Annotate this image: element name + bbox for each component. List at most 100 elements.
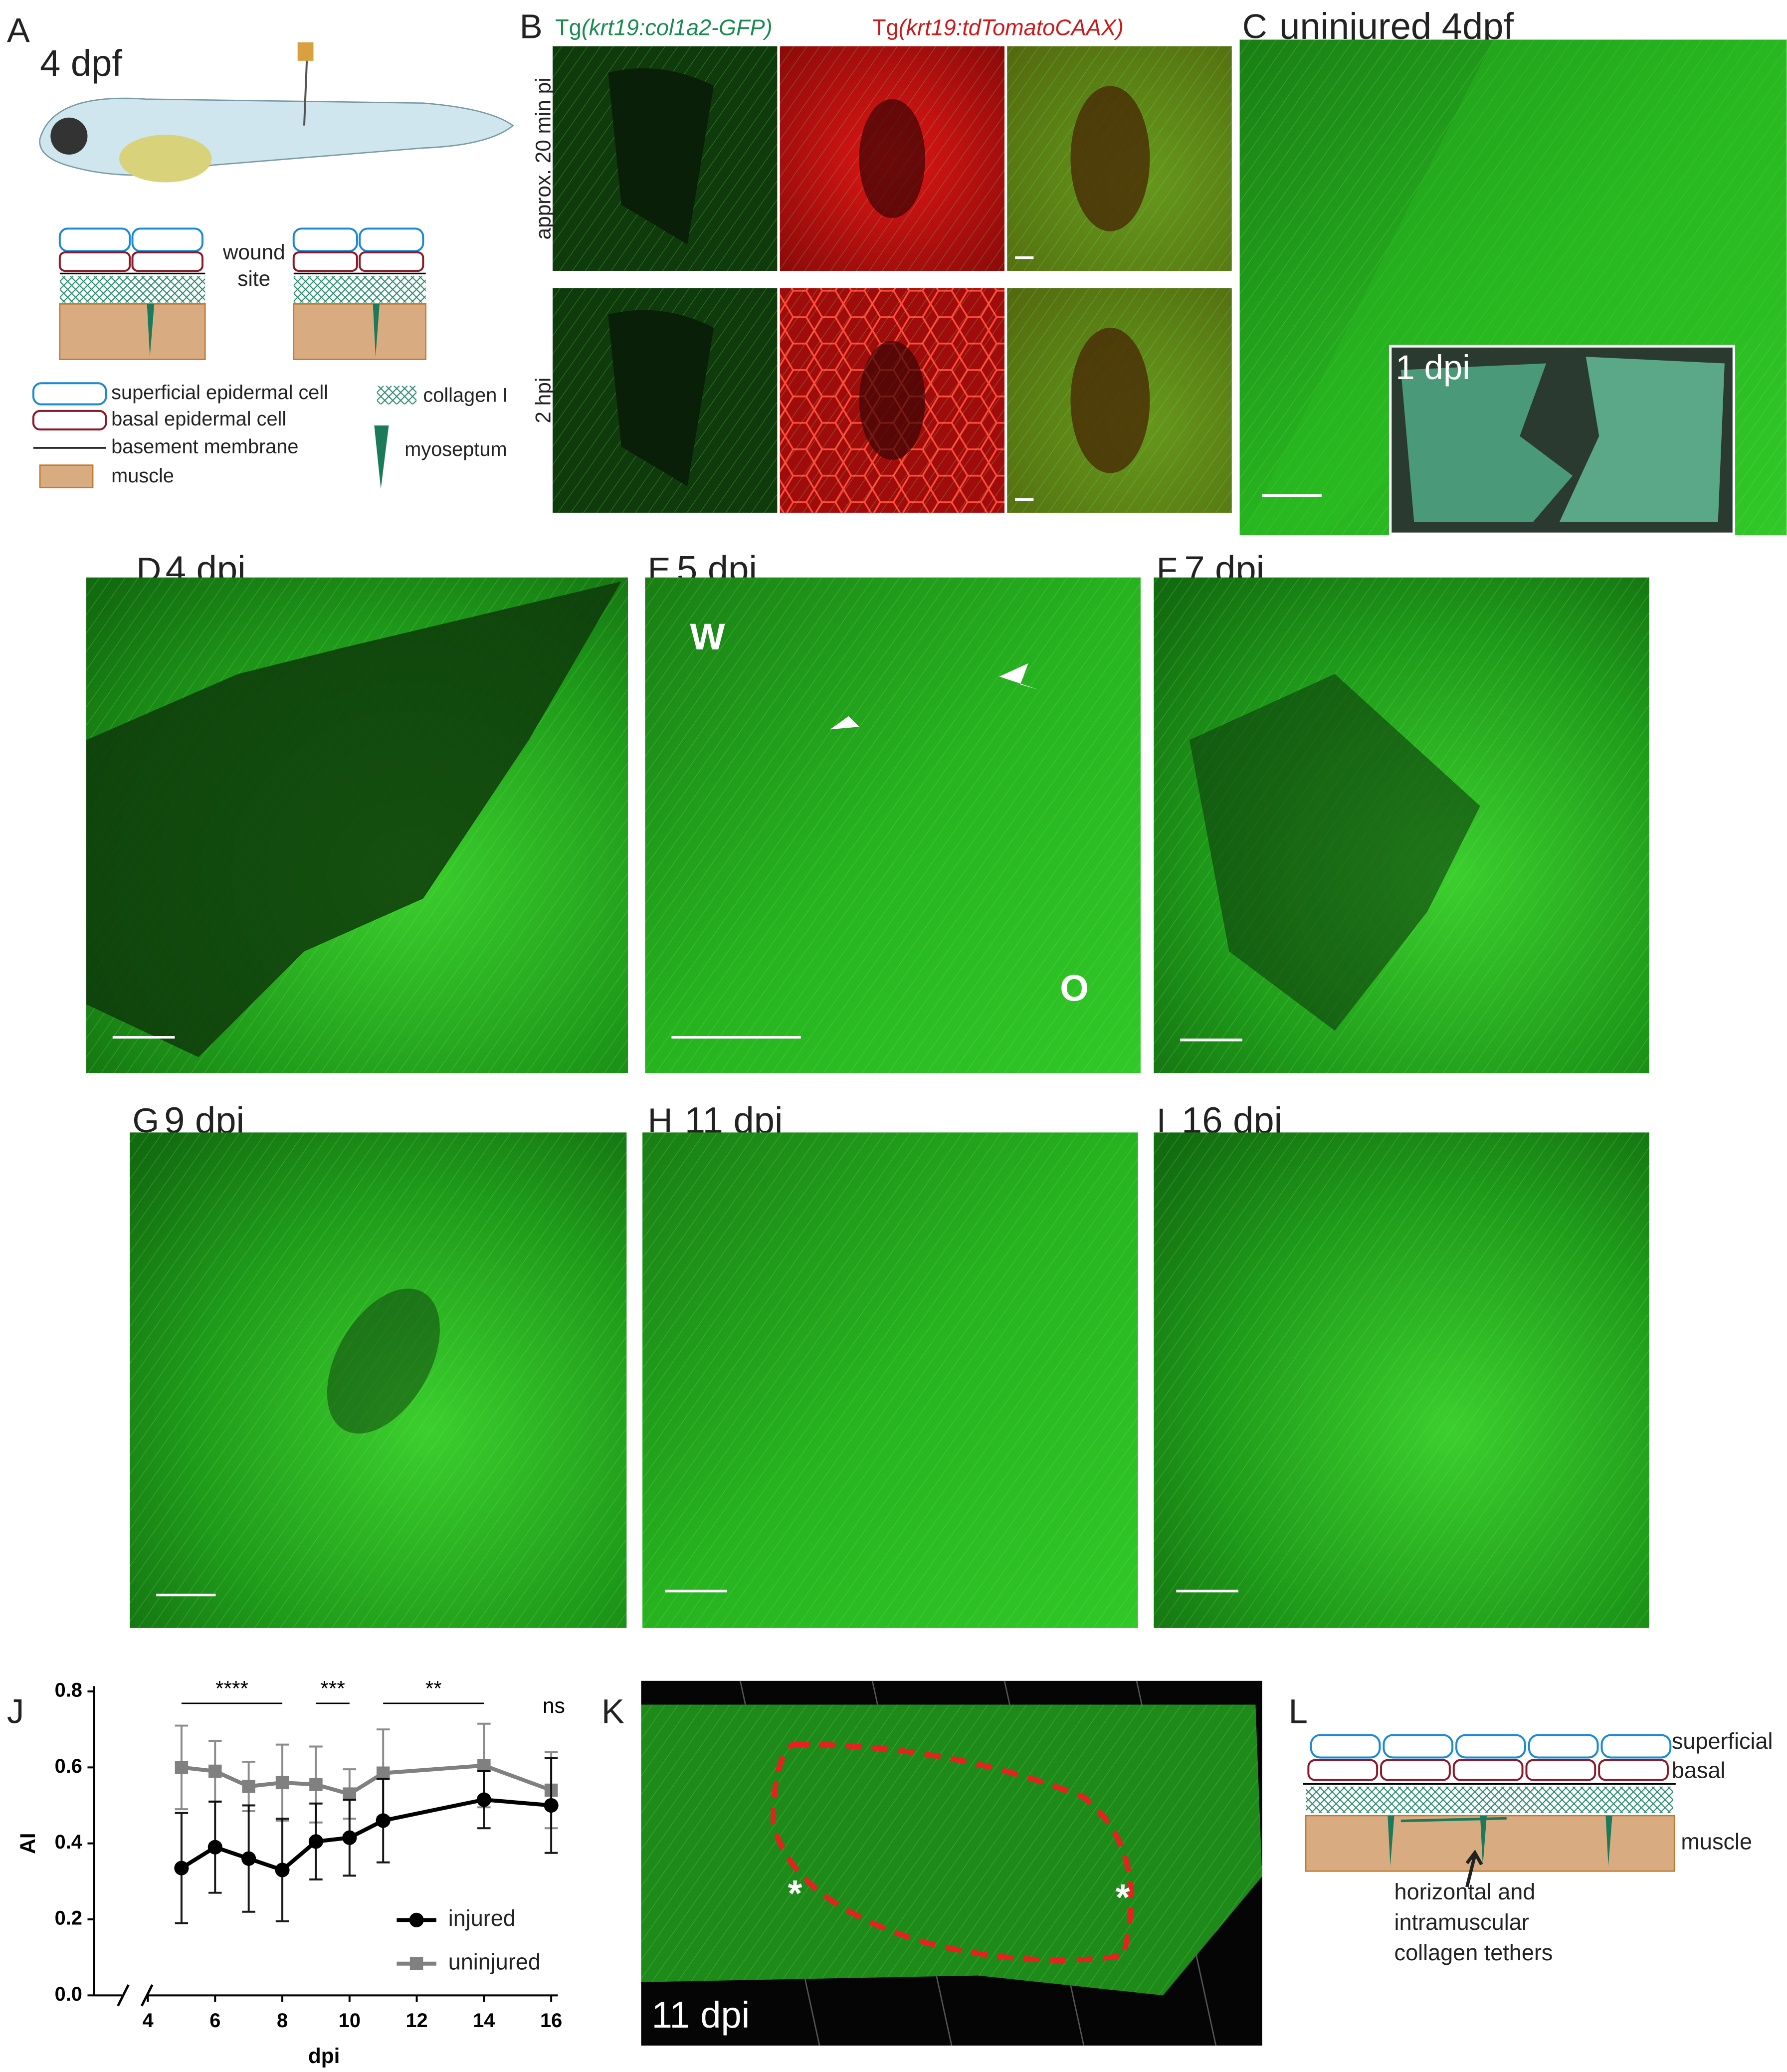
construct-label: Tg(krt19:col1a2-GFP) (555, 14, 772, 40)
superficial-cell (1383, 1734, 1454, 1759)
micrograph (1007, 288, 1232, 513)
panel-letter: J (7, 1692, 24, 1730)
basal-cell (1525, 1759, 1596, 1781)
micrograph (780, 288, 1005, 513)
construct-name: (krt19:col1a2-GFP) (582, 14, 773, 40)
row-label: 2 hpi (531, 378, 555, 423)
myoseptum (1480, 1816, 1487, 1866)
legend-marker (409, 1957, 423, 1971)
wound (608, 68, 714, 245)
point (241, 1851, 256, 1866)
point (308, 1834, 324, 1849)
x-axis-title: dpi (308, 2044, 340, 2068)
legend-label: muscle (111, 465, 174, 487)
significance-label: ns (543, 1694, 565, 1717)
superficial-cell (131, 227, 203, 252)
basal-cell (1380, 1759, 1451, 1781)
point (174, 1861, 189, 1875)
legend-label: myoseptum (404, 438, 507, 460)
basal-cell (1307, 1759, 1379, 1781)
point (175, 1761, 189, 1774)
arrow (1465, 1850, 1483, 1887)
superficial-cell (1310, 1734, 1381, 1759)
arrowhead (999, 663, 1039, 690)
superficial-cell (1455, 1734, 1526, 1759)
y-tick-label: 0.2 (55, 1907, 82, 1929)
legend-label: basement membrane (111, 436, 298, 458)
row-label: approx. 20 min pi (531, 77, 555, 239)
wound (1189, 674, 1480, 1031)
legend-superficial (32, 382, 107, 406)
point (207, 1840, 222, 1855)
legend-label: basal epidermal cell (111, 408, 286, 430)
myoseptum (1605, 1816, 1612, 1866)
label: wound (222, 240, 285, 264)
point (275, 1863, 290, 1877)
inset-tissue (1400, 363, 1573, 522)
collagen (293, 276, 426, 303)
construct-prefix: Tg (555, 14, 582, 40)
wound-outline (771, 1741, 1134, 1963)
micrograph (642, 1132, 1138, 1628)
scar (327, 1288, 440, 1434)
x-tick-label: 10 (339, 2010, 361, 2032)
schematic-label: horizontal and (1394, 1879, 1536, 1904)
wound (859, 99, 926, 218)
construct-prefix: Tg (872, 14, 899, 40)
basal-cell (131, 251, 203, 272)
basal-cell (359, 251, 424, 272)
legend-muscle (39, 464, 94, 488)
significance-label: *** (320, 1677, 345, 1700)
panel-letter: L (1289, 1692, 1308, 1730)
y-tick-label: 0.8 (55, 1679, 82, 1701)
muscle (59, 303, 206, 360)
panel-title: 4 dpf (40, 42, 122, 84)
micrograph (645, 577, 1141, 1073)
construct-label: Tg(krt19:tdTomatoCAAX) (872, 14, 1124, 40)
x-tick-label: 6 (209, 2010, 220, 2032)
y-tick-label: 0.6 (55, 1755, 82, 1777)
x-tick-label: 14 (473, 2010, 495, 2032)
schematic-label: muscle (1681, 1829, 1752, 1855)
significance-label: ** (425, 1677, 442, 1700)
arrowhead (830, 703, 867, 730)
fish-body (39, 97, 514, 176)
fibers (642, 1132, 1138, 1628)
inset-label: 1 dpi (1395, 348, 1470, 387)
legend-basal (32, 410, 107, 430)
significance-label: **** (215, 1677, 248, 1700)
legend-myoseptum (374, 425, 389, 489)
x-tick-label: 8 (277, 2010, 288, 2032)
legend-label: collagen I (423, 384, 508, 406)
basal-cell (292, 251, 358, 272)
point (342, 1830, 357, 1845)
x-tick-label: 12 (405, 2010, 427, 2032)
wound (608, 310, 714, 486)
basal-cell (58, 251, 131, 272)
x-tick-label: 4 (142, 2010, 153, 2032)
fibers (1154, 1132, 1649, 1628)
panel-letter: I (1157, 1101, 1166, 1140)
inset-tissue (1559, 357, 1725, 522)
schematic-label: superficial (1672, 1728, 1773, 1754)
muscle (1305, 1815, 1675, 1872)
myoseptum (373, 304, 380, 357)
wound (1070, 328, 1150, 473)
tether (1400, 1817, 1507, 1823)
wound (859, 341, 926, 460)
x-tick-label: 16 (540, 2010, 562, 2032)
superficial-cell (359, 227, 424, 252)
needle-hub (297, 42, 314, 61)
point (242, 1780, 255, 1793)
needle (303, 59, 308, 126)
legend-label: uninjured (448, 1949, 541, 1975)
panel-letter: B (520, 7, 543, 45)
y-tick-label: 0.0 (55, 1983, 82, 2005)
point (275, 1776, 289, 1790)
point (343, 1787, 357, 1801)
panel-letter: C (1242, 7, 1267, 45)
legend-label: superficial epidermal cell (111, 382, 328, 404)
legend-marker (409, 1912, 424, 1927)
